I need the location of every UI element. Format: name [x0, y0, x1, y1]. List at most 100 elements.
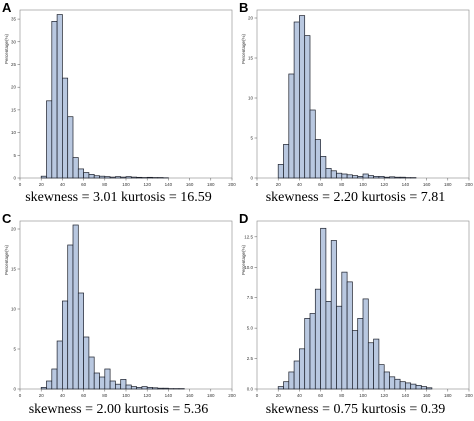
x-tick-label: 60 [81, 393, 87, 398]
histogram-bar [336, 305, 343, 390]
histogram-bar [341, 173, 348, 179]
x-tick-label: 180 [207, 182, 215, 187]
x-tick-label: 160 [423, 182, 431, 187]
histogram-bar [56, 340, 63, 390]
y-tick-label: 5 [13, 347, 16, 352]
histogram-bar [146, 387, 153, 390]
histogram-chart: 0 20 40 60 80 100 120 140 160 180 200 0 5 10 15 20 25 30 3… [4, 9, 236, 187]
histogram-bar [383, 176, 390, 179]
x-tick-label: 20 [39, 182, 45, 187]
histogram-bar [288, 371, 295, 390]
y-tick-label: 20 [11, 227, 17, 232]
histogram-bar [314, 288, 321, 390]
histogram-bar [405, 382, 412, 390]
histogram-bar [67, 116, 74, 179]
histogram-bar [357, 176, 364, 179]
y-tick-label: 12.5 [244, 234, 253, 239]
x-tick-label: 160 [186, 182, 194, 187]
x-tick-label: 80 [339, 182, 345, 187]
x-tick-label: 120 [143, 182, 151, 187]
x-tick-label: 20 [276, 393, 282, 398]
y-axis-label: Percentage(%) [241, 33, 246, 64]
histogram-bar [357, 318, 364, 390]
histogram-bar [136, 176, 143, 179]
x-tick-label: 200 [465, 182, 473, 187]
y-tick-label: 5.0 [247, 326, 254, 331]
histogram-bar [46, 380, 53, 390]
x-tick-label: 200 [228, 182, 236, 187]
x-tick-label: 200 [228, 393, 236, 398]
histogram-bar [157, 387, 164, 390]
histogram-bar [373, 338, 380, 390]
histogram-bar [125, 176, 132, 179]
y-tick-label: 20 [11, 85, 17, 90]
x-tick-label: 100 [359, 393, 367, 398]
histogram-bar [304, 35, 311, 179]
histogram-chart: 0 20 40 60 80 100 120 140 160 180 200 0.0 2.5 5.0 7.5 1… [241, 220, 473, 398]
x-tick-label: 40 [60, 393, 66, 398]
histogram-bar [130, 386, 137, 390]
histogram-bar [88, 356, 95, 390]
x-tick-label: 100 [122, 393, 130, 398]
stats-text: skewness = 2.20 kurtosis = 7.81 [265, 190, 446, 205]
x-tick-label: 40 [297, 182, 303, 187]
histogram-bar [320, 156, 327, 179]
histogram-bar [314, 139, 321, 179]
histogram-bar [341, 271, 348, 390]
histogram-bar [72, 224, 79, 390]
y-axis-label: Percentage(%) [241, 244, 246, 275]
x-tick-label: 120 [380, 393, 388, 398]
x-tick-label: 120 [380, 182, 388, 187]
histogram-bar [367, 175, 374, 179]
y-tick-label: 7.5 [247, 295, 254, 300]
stats-text: skewness = 0.75 kurtosis = 0.39 [265, 402, 446, 417]
histogram-bar [62, 77, 69, 179]
histogram-bar [40, 387, 47, 390]
histogram-bar [67, 244, 74, 390]
histogram-bar [72, 157, 79, 179]
x-tick-label: 20 [276, 182, 282, 187]
histogram-bar [146, 176, 153, 179]
histogram-bar [378, 176, 385, 179]
histogram-bar [309, 313, 316, 390]
panel-c: C 0 20 40 60 80 100 120 140 160 180 200 0 5 10 15 20 Per… [0, 211, 237, 421]
histogram-bar [399, 176, 406, 179]
x-tick-label: 180 [207, 393, 215, 398]
histogram-bar [56, 14, 63, 179]
x-tick-label: 60 [318, 393, 324, 398]
x-tick-label: 160 [423, 393, 431, 398]
histogram-bar [293, 21, 300, 179]
histogram-bar [304, 318, 311, 390]
histogram-bar [288, 73, 295, 179]
histogram-bar [415, 384, 422, 390]
histogram-bar [378, 364, 385, 390]
histogram-bar [109, 380, 116, 390]
y-tick-label: 0 [250, 176, 253, 181]
y-tick-label: 30 [11, 39, 17, 44]
histogram-bar [115, 176, 122, 179]
y-tick-label: 10 [248, 96, 254, 101]
histogram-bar [320, 227, 327, 390]
histogram-bar [283, 381, 290, 390]
histogram-bar [346, 281, 353, 390]
y-tick-label: 15 [248, 56, 254, 61]
y-axis-label: Percentage(%) [4, 33, 9, 64]
histogram-bar [99, 376, 106, 390]
histogram-bar [367, 342, 374, 390]
y-tick-label: 20 [248, 16, 254, 21]
histogram-bar [136, 387, 143, 390]
x-tick-label: 140 [165, 182, 173, 187]
histogram-chart: 0 20 40 60 80 100 120 140 160 180 200 0 5 10 15 20 Perce… [4, 220, 236, 398]
histogram-bar [373, 176, 380, 179]
histogram-bar [299, 15, 306, 179]
x-tick-label: 0 [256, 393, 259, 398]
x-tick-label: 20 [39, 393, 45, 398]
histogram-bar [283, 144, 290, 179]
y-tick-label: 5 [250, 136, 253, 141]
x-tick-label: 40 [60, 182, 66, 187]
histogram-bar [383, 371, 390, 390]
histogram-chart: 0 20 40 60 80 100 120 140 160 180 200 0 5 10 15 20 Perce… [241, 9, 473, 187]
histogram-bar [62, 300, 69, 390]
histogram-bar [352, 175, 359, 179]
histogram-bar [420, 386, 427, 390]
